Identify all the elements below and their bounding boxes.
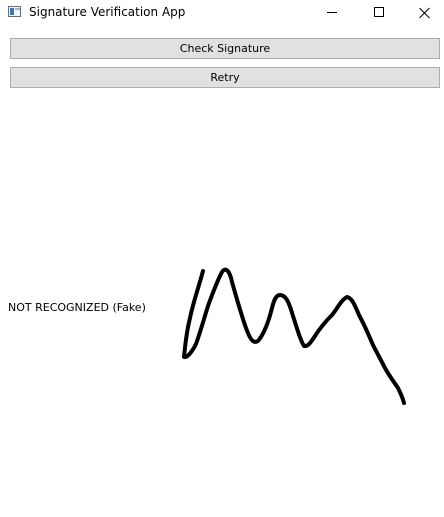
minimize-button[interactable] (309, 0, 355, 26)
minimize-icon (327, 12, 337, 13)
signature-stroke (182, 267, 406, 405)
retry-button[interactable]: Retry (10, 67, 440, 88)
check-signature-button[interactable]: Check Signature (10, 38, 440, 59)
close-button[interactable] (401, 0, 444, 26)
verification-result-label: NOT RECOGNIZED (Fake) (8, 301, 146, 314)
app-window-icon (8, 6, 21, 17)
title-bar[interactable]: Signature Verification App (0, 0, 444, 26)
close-icon (419, 7, 431, 19)
maximize-icon (374, 7, 384, 17)
maximize-button[interactable] (355, 0, 401, 26)
window-title: Signature Verification App (29, 5, 186, 19)
